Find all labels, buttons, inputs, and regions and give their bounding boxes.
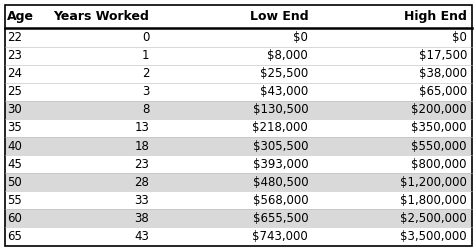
Text: 25: 25 xyxy=(7,85,22,98)
Text: $393,000: $393,000 xyxy=(253,158,308,171)
Text: $305,500: $305,500 xyxy=(253,140,308,153)
Text: $65,000: $65,000 xyxy=(419,85,467,98)
Text: Age: Age xyxy=(7,10,34,23)
Bar xyxy=(5,83,472,101)
Text: 22: 22 xyxy=(7,31,22,44)
Text: 23: 23 xyxy=(7,49,22,62)
Text: $43,000: $43,000 xyxy=(260,85,308,98)
Text: $1,200,000: $1,200,000 xyxy=(400,176,467,189)
Text: $0: $0 xyxy=(293,31,308,44)
Bar xyxy=(5,65,472,83)
Text: $8,000: $8,000 xyxy=(267,49,308,62)
Text: $1,800,000: $1,800,000 xyxy=(400,194,467,207)
Text: $550,000: $550,000 xyxy=(411,140,467,153)
Text: $480,500: $480,500 xyxy=(253,176,308,189)
Text: $800,000: $800,000 xyxy=(411,158,467,171)
Text: 2: 2 xyxy=(142,67,149,80)
Text: 38: 38 xyxy=(135,212,149,225)
Text: Years Worked: Years Worked xyxy=(54,10,149,23)
Bar xyxy=(5,101,472,119)
Text: 18: 18 xyxy=(135,140,149,153)
Text: 40: 40 xyxy=(7,140,22,153)
Text: $568,000: $568,000 xyxy=(253,194,308,207)
Bar xyxy=(5,5,472,29)
Text: $17,500: $17,500 xyxy=(419,49,467,62)
Text: 43: 43 xyxy=(135,230,149,243)
Text: 65: 65 xyxy=(7,230,22,243)
Bar xyxy=(5,155,472,173)
Text: Low End: Low End xyxy=(249,10,308,23)
Text: 50: 50 xyxy=(7,176,22,189)
Text: 8: 8 xyxy=(142,103,149,116)
Bar xyxy=(5,137,472,155)
Bar xyxy=(5,209,472,227)
Text: $3,500,000: $3,500,000 xyxy=(400,230,467,243)
Text: $38,000: $38,000 xyxy=(419,67,467,80)
Text: $0: $0 xyxy=(452,31,467,44)
Bar xyxy=(5,227,472,246)
Text: 45: 45 xyxy=(7,158,22,171)
Text: $2,500,000: $2,500,000 xyxy=(400,212,467,225)
Text: 3: 3 xyxy=(142,85,149,98)
Text: $200,000: $200,000 xyxy=(411,103,467,116)
Text: 28: 28 xyxy=(135,176,149,189)
Text: $130,500: $130,500 xyxy=(253,103,308,116)
Text: 13: 13 xyxy=(135,122,149,134)
Text: 60: 60 xyxy=(7,212,22,225)
Text: 55: 55 xyxy=(7,194,22,207)
Text: 30: 30 xyxy=(7,103,22,116)
Text: $350,000: $350,000 xyxy=(411,122,467,134)
Text: 1: 1 xyxy=(142,49,149,62)
Text: $25,500: $25,500 xyxy=(260,67,308,80)
Text: 24: 24 xyxy=(7,67,22,80)
Text: 0: 0 xyxy=(142,31,149,44)
Bar xyxy=(5,173,472,191)
Bar xyxy=(5,119,472,137)
Text: 33: 33 xyxy=(135,194,149,207)
Text: $655,500: $655,500 xyxy=(253,212,308,225)
Text: High End: High End xyxy=(404,10,467,23)
Text: 35: 35 xyxy=(7,122,22,134)
Bar xyxy=(5,47,472,65)
Bar xyxy=(5,29,472,47)
Text: $218,000: $218,000 xyxy=(252,122,308,134)
Bar xyxy=(5,191,472,209)
Text: 23: 23 xyxy=(135,158,149,171)
Text: $743,000: $743,000 xyxy=(252,230,308,243)
